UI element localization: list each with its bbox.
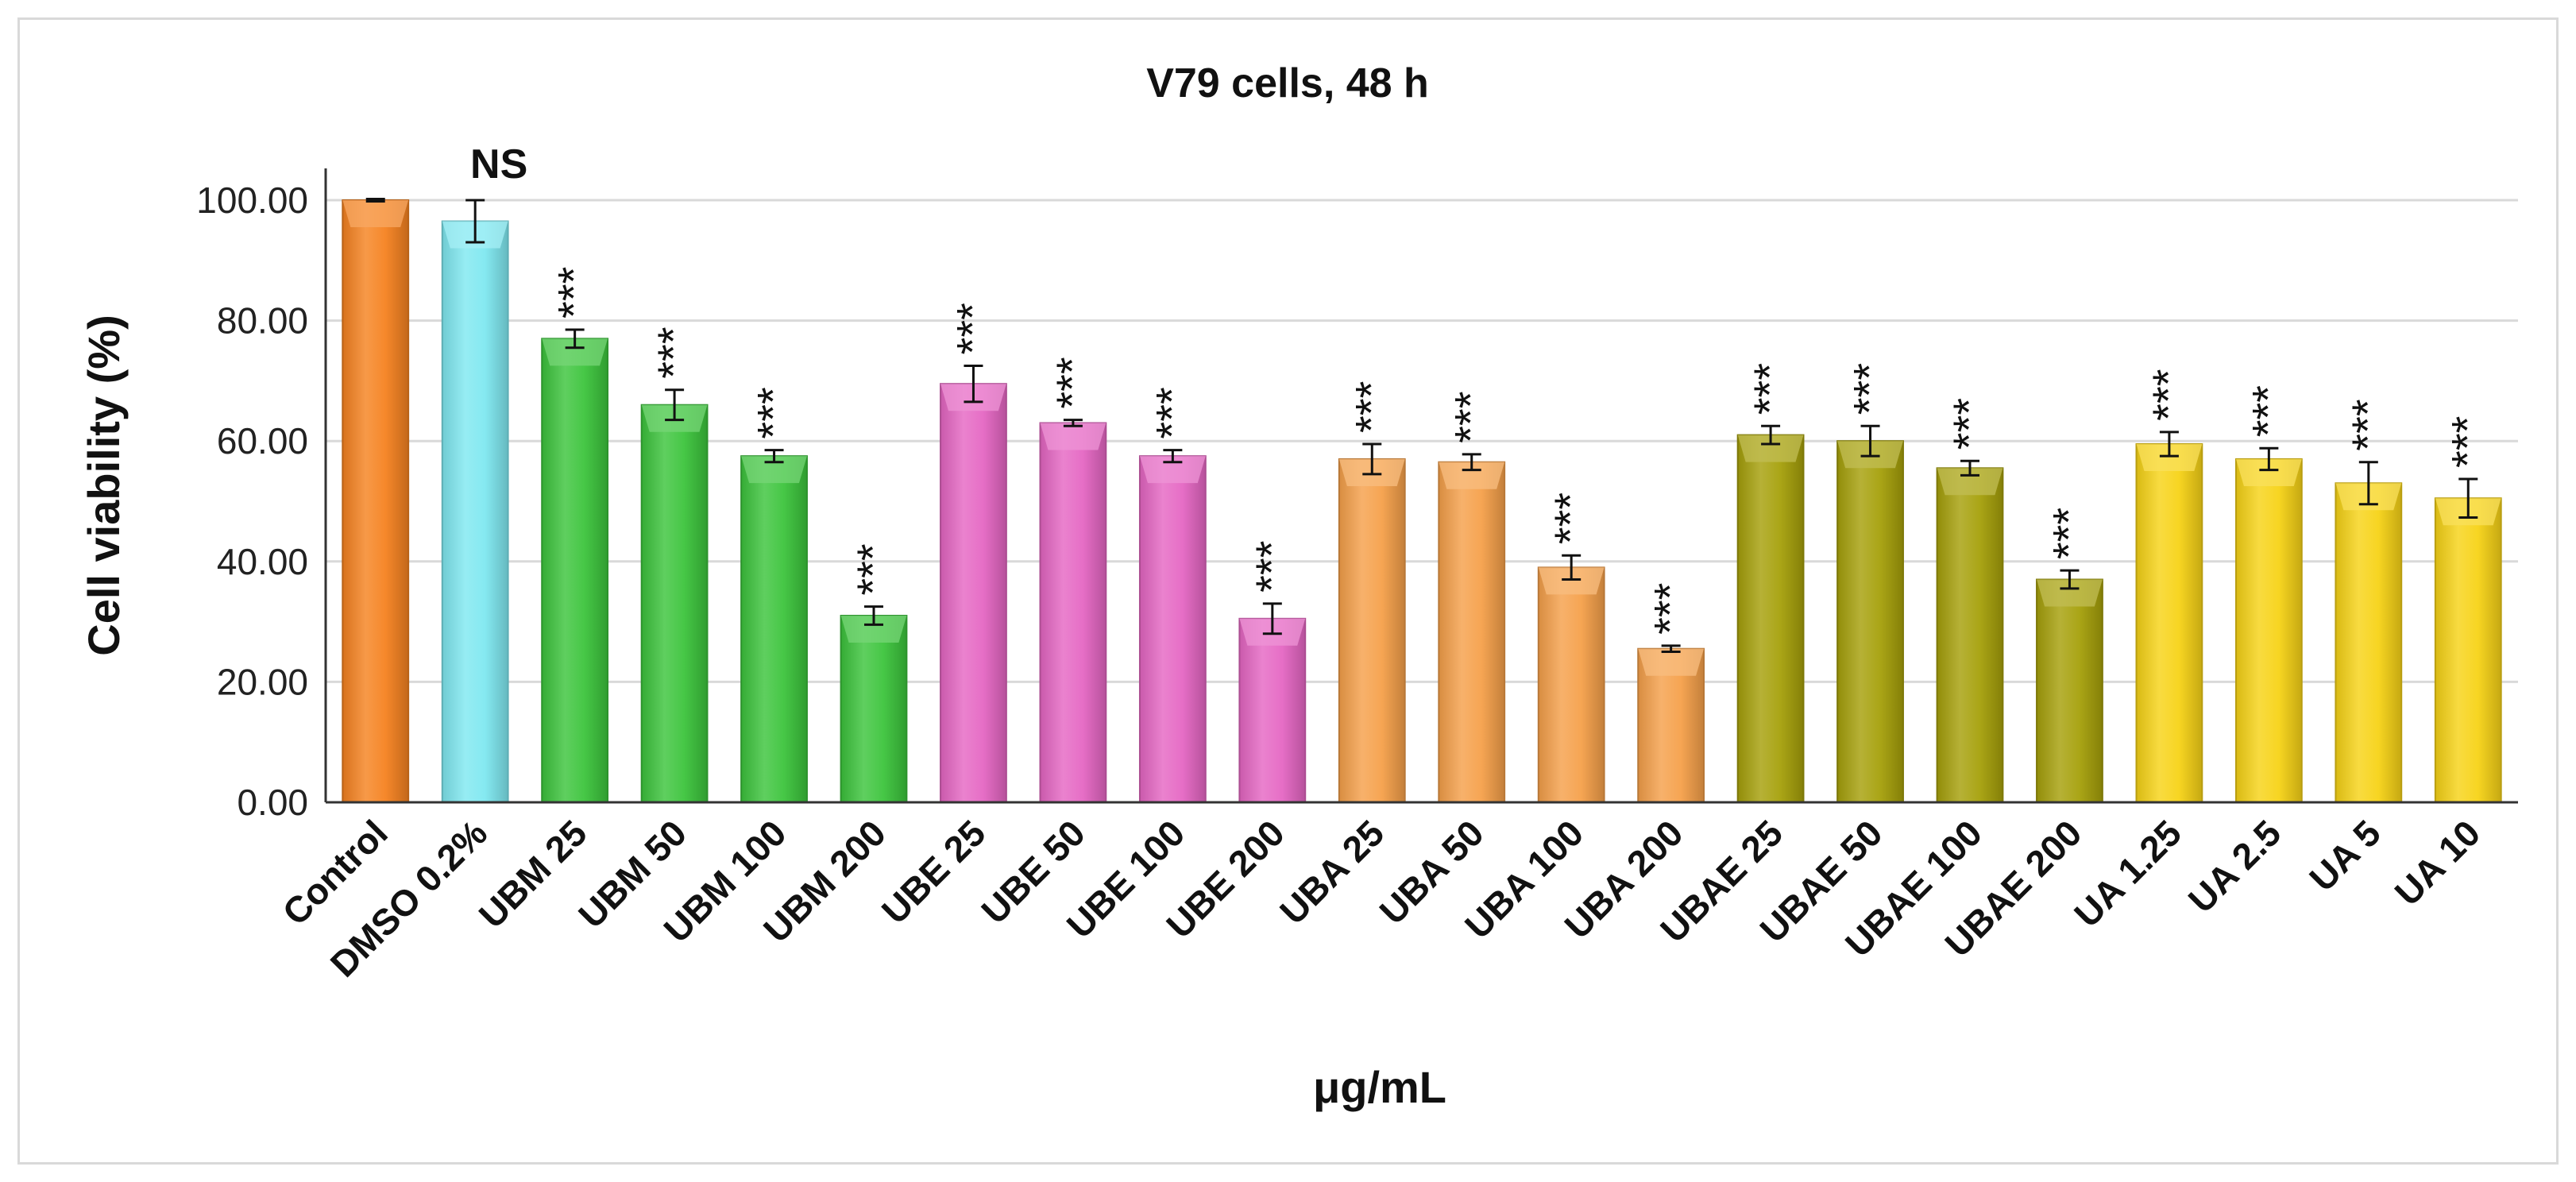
significance-stars: *** (1545, 492, 1595, 544)
bar-cap (741, 456, 807, 484)
x-tick-label: UA 1.25 (2066, 812, 2189, 935)
significance-stars: *** (848, 543, 898, 595)
significance-stars: *** (1645, 583, 1695, 635)
bar-ua-2-5 (2234, 458, 2303, 803)
error-bars (365, 197, 2478, 653)
bar-cap (342, 200, 409, 227)
bar-cap (1538, 567, 1605, 595)
chart-frame (17, 17, 2559, 1165)
bar-cap (1638, 648, 1705, 676)
significance-stars: *** (1146, 387, 1196, 438)
significance-stars: *** (549, 267, 599, 319)
bar-cap (1737, 435, 1804, 462)
bar-cap (2235, 458, 2302, 486)
y-tick-label: 100.00 (196, 180, 308, 221)
significance-stars: *** (2143, 369, 2193, 420)
significance-stars: *** (1944, 398, 1994, 450)
bar-ua-1-25 (2135, 442, 2203, 803)
bar-cap (542, 338, 608, 366)
x-tick-label: UBA 25 (1272, 812, 1392, 932)
bar-uba-25 (1338, 458, 1406, 803)
y-tick-label: 40.00 (217, 541, 308, 582)
axes (324, 168, 2518, 804)
bar-cap (2037, 579, 2103, 607)
significance-stars: *** (2242, 385, 2292, 437)
bar-ubm-50 (640, 404, 709, 803)
bar-ubae-200 (2036, 578, 2103, 803)
x-tick-label: UA 5 (2301, 812, 2389, 899)
significance-ns: NS (470, 141, 527, 187)
y-tick-label: 0.00 (237, 782, 308, 823)
significance-stars: *** (1744, 363, 1794, 415)
bar-dmso-0-2 (441, 220, 509, 803)
bar-cap (1040, 423, 1106, 450)
bar-ua-5 (2335, 482, 2403, 803)
bar-ube-200 (1238, 617, 1307, 803)
significance-stars: *** (2342, 399, 2393, 450)
significance-stars: *** (748, 387, 798, 438)
significance-stars: *** (2043, 508, 2093, 559)
bars (342, 199, 2502, 804)
bar-cap (840, 616, 907, 643)
bar-cap (1439, 462, 1505, 489)
significance-stars: *** (947, 303, 997, 354)
bar-ubm-100 (740, 455, 808, 804)
significance-stars: *** (1047, 357, 1097, 408)
significance-stars: *** (1446, 391, 1496, 442)
y-tick-label: 80.00 (217, 300, 308, 342)
bar-control (342, 199, 410, 803)
y-axis-title: Cell viability (%) (79, 315, 129, 655)
bar-cap (2136, 443, 2203, 471)
chart-title: V79 cells, 48 h (1146, 60, 1429, 106)
x-axis-title: μg/mL (1313, 1062, 1446, 1112)
bar-ube-25 (940, 383, 1007, 803)
bar-ua-10 (2434, 497, 2502, 804)
significance-stars: *** (1346, 381, 1396, 433)
x-tick-label: UBE 25 (874, 812, 994, 932)
y-tick-labels: 0.00 20.00 40.00 60.00 80.00 100.00 (196, 180, 308, 823)
y-tick-label: 20.00 (217, 661, 308, 702)
bar-uba-50 (1438, 461, 1506, 803)
significance-stars: *** (648, 326, 698, 378)
bar-ubae-25 (1736, 434, 1805, 803)
x-tick-label: UA 10 (2387, 812, 2489, 914)
bar-ubm-25 (541, 338, 609, 803)
y-tick-label: 60.00 (217, 420, 308, 462)
x-tick-label: UA 2.5 (2180, 812, 2289, 921)
bar-ube-100 (1138, 455, 1207, 804)
bar-ubae-50 (1836, 440, 1904, 803)
bar-cap (1139, 456, 1206, 484)
bar-ubm-200 (840, 615, 908, 804)
bar-ubae-100 (1936, 467, 2004, 803)
significance-markers: NS *** *** *** *** *** *** *** *** *** *** *** *** **… (470, 141, 2492, 635)
bar-cap (1937, 468, 2003, 496)
bar-ube-50 (1039, 422, 1107, 804)
bar-uba-100 (1537, 566, 1605, 803)
significance-stars: *** (1844, 363, 1894, 415)
x-tick-label: UBM 25 (471, 812, 595, 936)
significance-stars: *** (1246, 540, 1296, 592)
significance-stars: *** (2442, 416, 2492, 468)
